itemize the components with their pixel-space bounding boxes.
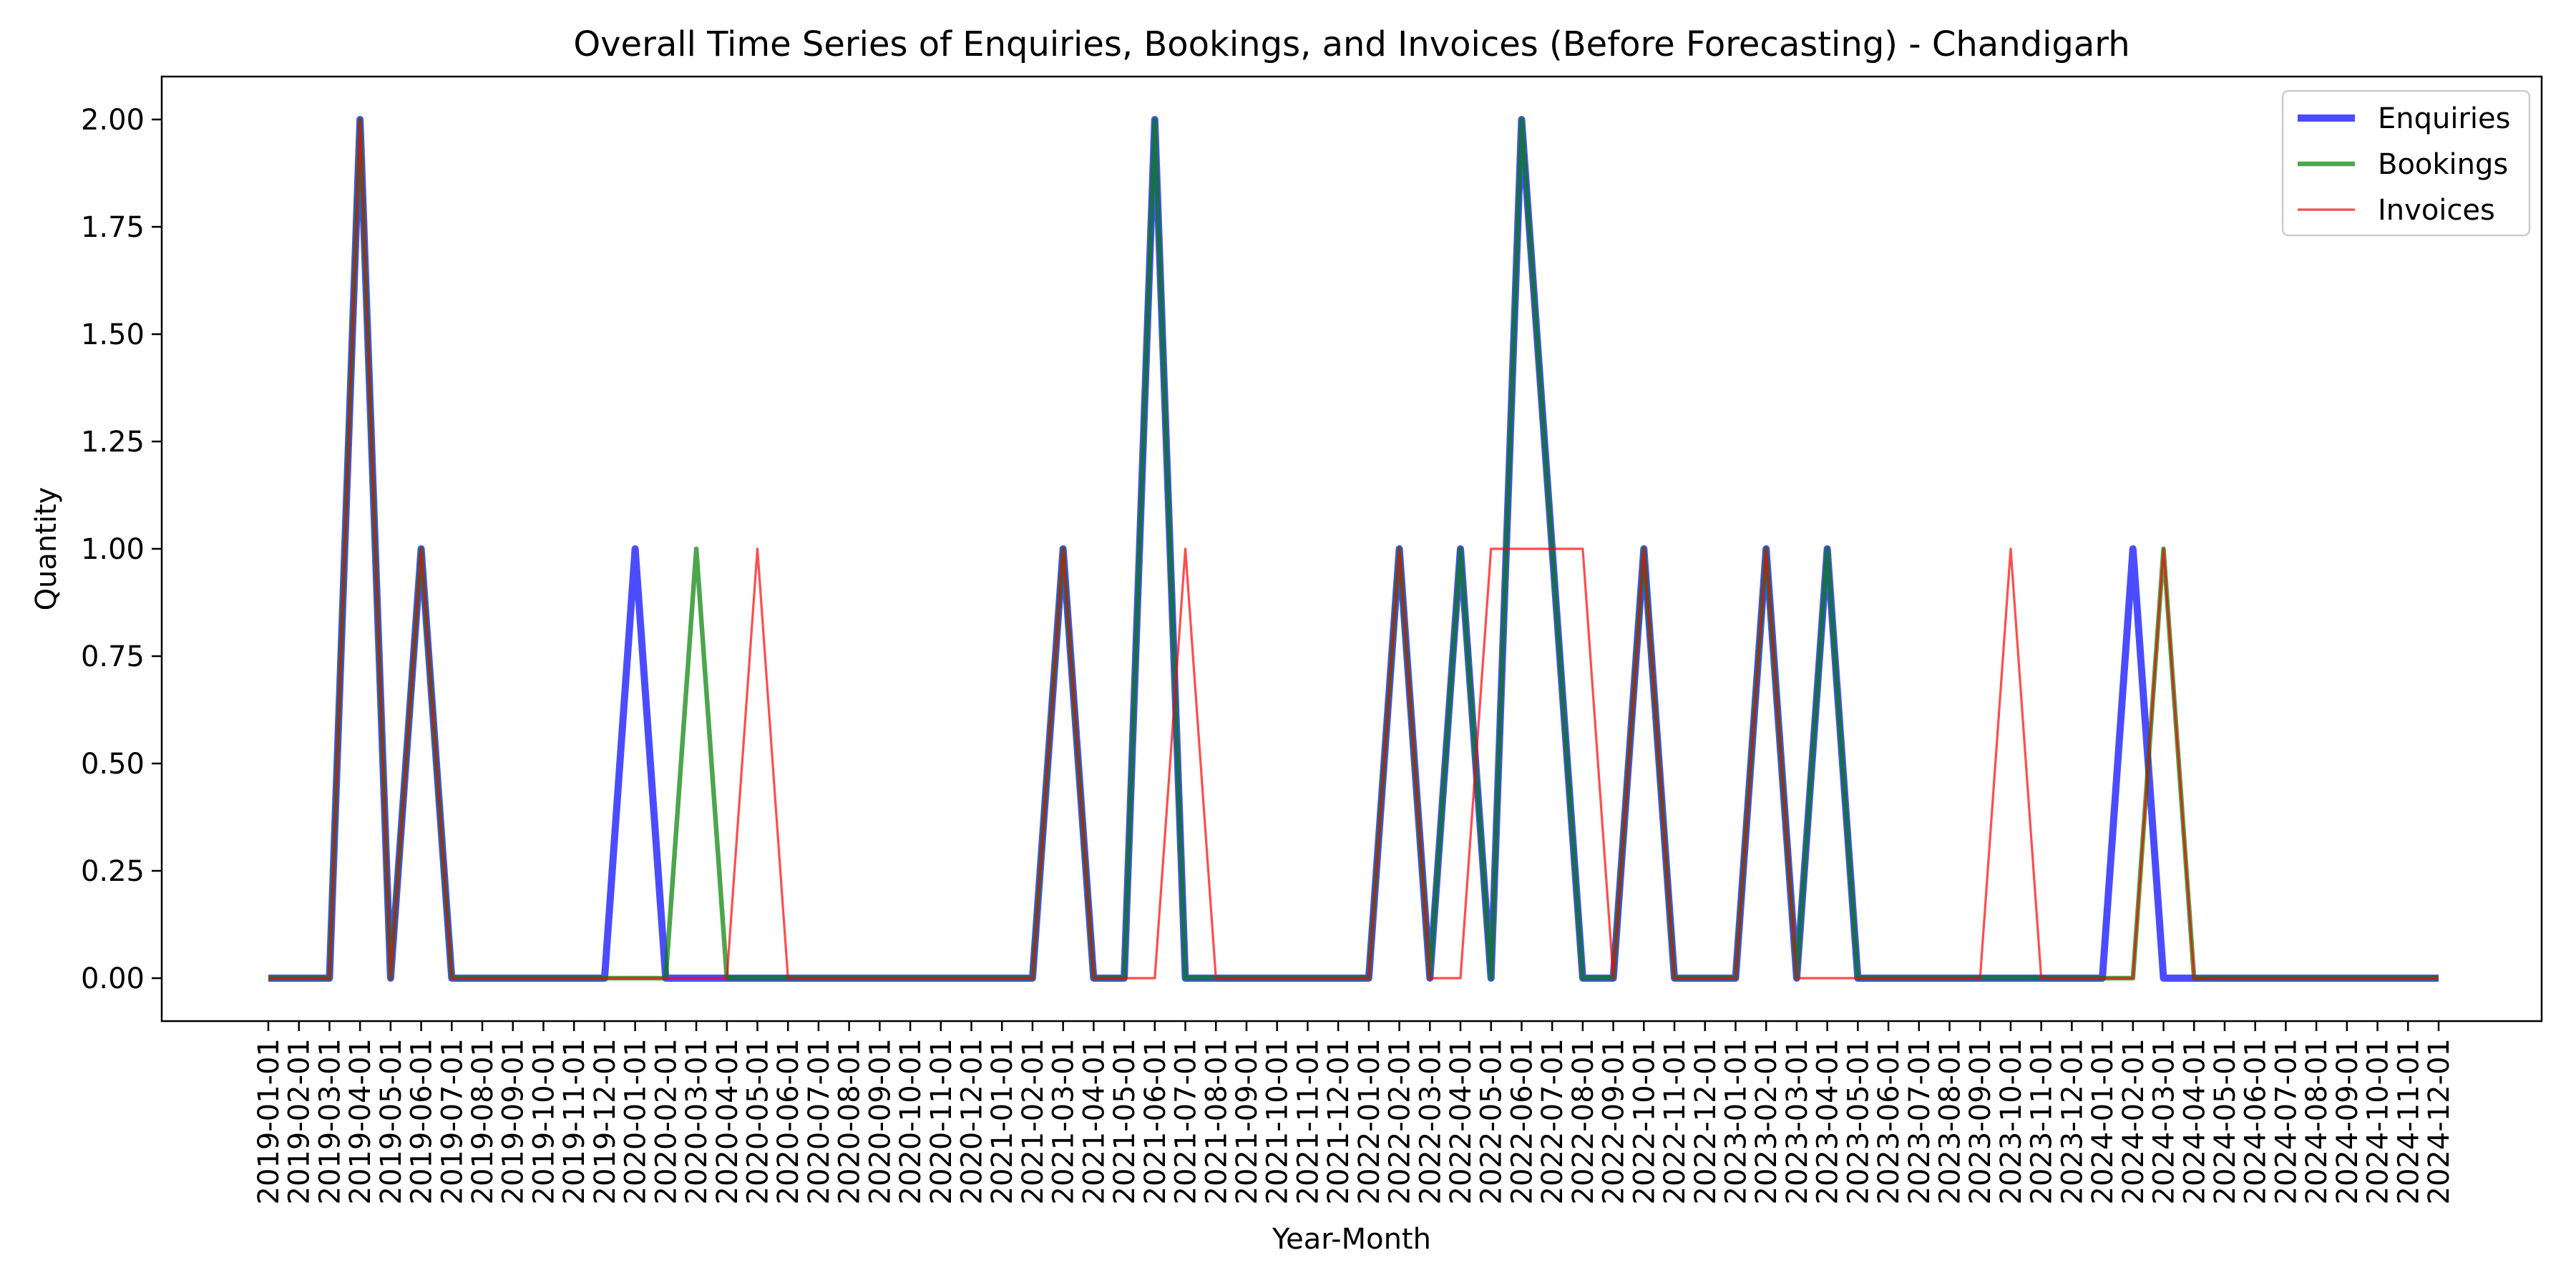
x-tick-label: 2020-03-01 [680, 1038, 713, 1204]
y-axis-label: Quantity [30, 487, 63, 611]
x-tick-label: 2024-04-01 [2178, 1038, 2211, 1204]
legend-box [2281, 89, 2531, 237]
x-tick-label: 2022-06-01 [1506, 1038, 1538, 1204]
x-axis: 2019-01-012019-02-012019-03-012019-04-01… [253, 1021, 2456, 1204]
x-tick-label: 2020-06-01 [772, 1038, 805, 1204]
x-tick-label: 2023-05-01 [1842, 1038, 1875, 1204]
x-tick-label: 2024-11-01 [2392, 1038, 2425, 1204]
x-tick-label: 2021-10-01 [1262, 1038, 1294, 1204]
x-tick-label: 2019-02-01 [283, 1038, 316, 1204]
y-tick-label: 2.00 [81, 104, 145, 137]
x-tick-label: 2024-08-01 [2301, 1038, 2333, 1204]
x-tick-label: 2020-01-01 [620, 1038, 653, 1204]
x-tick-label: 2021-05-01 [1108, 1038, 1141, 1204]
x-tick-label: 2020-04-01 [711, 1038, 744, 1204]
x-tick-label: 2024-07-01 [2270, 1038, 2303, 1204]
x-tick-label: 2024-03-01 [2148, 1038, 2181, 1204]
x-tick-label: 2022-04-01 [1445, 1038, 1478, 1204]
x-tick-label: 2022-03-01 [1414, 1038, 1447, 1204]
x-tick-label: 2020-08-01 [834, 1038, 867, 1204]
y-tick-label: 0.50 [81, 748, 145, 781]
x-tick-label: 2020-02-01 [650, 1038, 683, 1204]
x-tick-label: 2019-04-01 [344, 1038, 377, 1204]
y-tick-label: 1.50 [81, 318, 145, 351]
x-tick-label: 2023-08-01 [1934, 1038, 1967, 1204]
x-tick-label: 2021-08-01 [1200, 1038, 1233, 1204]
x-tick-label: 2019-06-01 [406, 1038, 439, 1204]
x-tick-label: 2021-02-01 [1017, 1038, 1050, 1204]
x-tick-label: 2021-11-01 [1292, 1038, 1324, 1204]
x-tick-label: 2024-12-01 [2423, 1038, 2456, 1204]
x-tick-label: 2021-04-01 [1078, 1038, 1111, 1204]
x-tick-label: 2023-01-01 [1719, 1038, 1752, 1204]
x-tick-label: 2023-12-01 [2056, 1038, 2089, 1204]
x-tick-label: 2022-12-01 [1689, 1038, 1722, 1204]
legend: Enquiries Bookings Invoices [2281, 89, 2531, 237]
series-line-invoices [268, 118, 2439, 980]
legend-label-bookings: Bookings [2378, 148, 2508, 181]
x-tick-label: 2019-07-01 [436, 1038, 469, 1204]
y-tick-label: 1.25 [81, 426, 145, 459]
x-tick-label: 2023-06-01 [1873, 1038, 1906, 1204]
x-axis-label: Year-Month [1272, 1223, 1431, 1256]
x-tick-label: 2019-09-01 [497, 1038, 530, 1204]
x-tick-label: 2019-03-01 [313, 1038, 346, 1204]
legend-label-invoices: Invoices [2378, 194, 2495, 227]
x-tick-label: 2020-09-01 [864, 1038, 897, 1204]
x-tick-label: 2021-07-01 [1170, 1038, 1203, 1204]
x-tick-label: 2024-05-01 [2209, 1038, 2242, 1204]
x-tick-label: 2020-12-01 [956, 1038, 989, 1204]
x-tick-label: 2024-01-01 [2087, 1038, 2119, 1204]
x-tick-label: 2021-12-01 [1322, 1038, 1355, 1204]
x-tick-label: 2022-10-01 [1628, 1038, 1661, 1204]
x-tick-label: 2019-01-01 [253, 1038, 286, 1204]
y-tick-label: 0.75 [81, 640, 145, 673]
x-tick-label: 2019-08-01 [467, 1038, 499, 1204]
chart-title: Overall Time Series of Enquiries, Bookin… [573, 24, 2129, 64]
x-tick-label: 2022-07-01 [1536, 1038, 1569, 1204]
x-tick-label: 2019-12-01 [589, 1038, 622, 1204]
x-tick-label: 2023-07-01 [1903, 1038, 1936, 1204]
y-tick-label: 1.00 [81, 533, 145, 566]
x-tick-label: 2022-08-01 [1567, 1038, 1600, 1204]
y-axis: 0.00 0.25 0.50 0.75 1.00 1.25 1.50 1.75 2.00 [81, 104, 162, 995]
x-tick-label: 2021-01-01 [986, 1038, 1019, 1204]
x-tick-label: 2019-10-01 [527, 1038, 560, 1204]
x-tick-label: 2023-04-01 [1812, 1038, 1845, 1204]
x-tick-label: 2024-06-01 [2240, 1038, 2273, 1204]
x-tick-label: 2024-10-01 [2362, 1038, 2395, 1204]
x-tick-label: 2019-05-01 [375, 1038, 408, 1204]
x-tick-label: 2023-03-01 [1781, 1038, 1814, 1204]
x-tick-label: 2023-02-01 [1750, 1038, 1783, 1204]
x-tick-label: 2021-09-01 [1231, 1038, 1264, 1204]
x-tick-label: 2021-03-01 [1048, 1038, 1080, 1204]
legend-label-enquiries: Enquiries [2378, 102, 2511, 135]
y-tick-label: 1.75 [81, 211, 145, 244]
x-tick-label: 2023-10-01 [1995, 1038, 2028, 1204]
x-tick-label: 2024-02-01 [2117, 1038, 2150, 1204]
x-tick-label: 2023-11-01 [2026, 1038, 2059, 1204]
x-tick-label: 2022-09-01 [1598, 1038, 1631, 1204]
series-layer [268, 116, 2439, 982]
x-tick-label: 2019-11-01 [558, 1038, 591, 1204]
x-tick-label: 2020-11-01 [925, 1038, 958, 1204]
x-tick-label: 2022-02-01 [1384, 1038, 1417, 1204]
y-tick-label: 0.00 [81, 962, 145, 995]
x-tick-label: 2021-06-01 [1139, 1038, 1172, 1204]
x-tick-label: 2022-05-01 [1475, 1038, 1508, 1204]
x-tick-label: 2022-11-01 [1659, 1038, 1692, 1204]
x-tick-label: 2020-05-01 [741, 1038, 774, 1204]
y-tick-label: 0.25 [81, 855, 145, 888]
x-tick-label: 2024-09-01 [2331, 1038, 2364, 1204]
x-tick-label: 2020-07-01 [803, 1038, 836, 1204]
x-tick-label: 2023-09-01 [1964, 1038, 1997, 1204]
x-tick-label: 2020-10-01 [894, 1038, 927, 1204]
x-tick-label: 2022-01-01 [1353, 1038, 1386, 1204]
